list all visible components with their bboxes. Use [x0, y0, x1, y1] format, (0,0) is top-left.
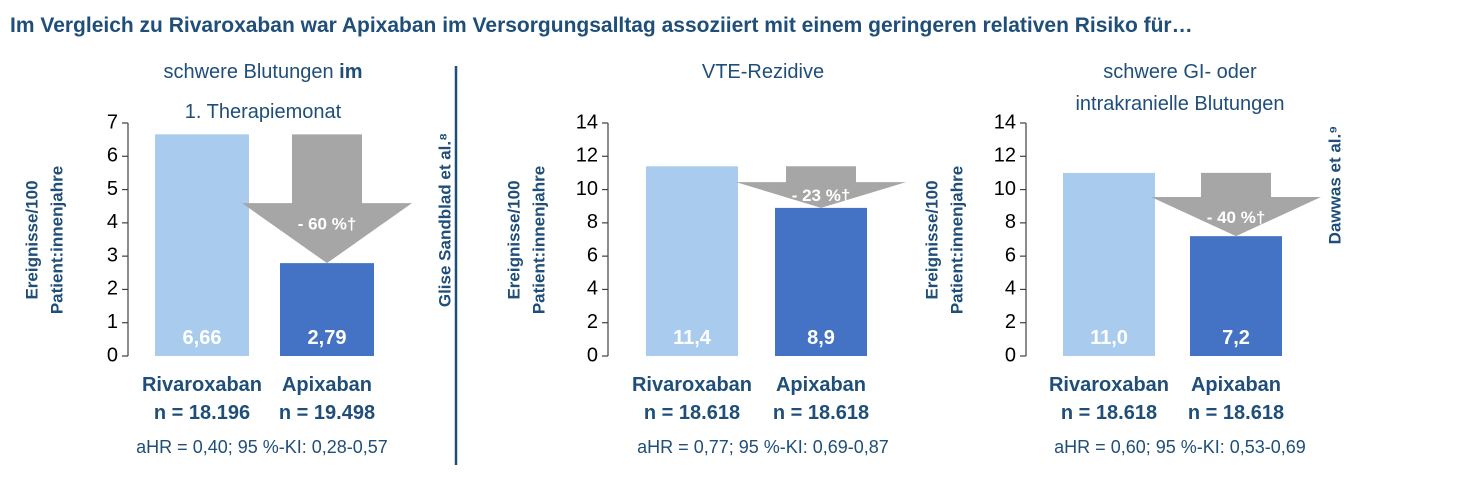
- headline: Im Vergleich zu Rivaroxaban war Apixaban…: [10, 14, 1193, 37]
- bar-value-label: 11,4: [673, 327, 712, 349]
- n-label: n = 18.618: [1061, 402, 1157, 424]
- chart-panel-1: schwere Blutungen im 1. Therapiemonat Erei…: [22, 61, 412, 457]
- y-tick-label: 12: [994, 145, 1016, 167]
- category-label: Apixaban: [1191, 374, 1281, 396]
- y-tick-label: 0: [107, 344, 118, 366]
- y-tick-label: 5: [107, 178, 118, 200]
- bar-rivaroxaban: [155, 134, 249, 356]
- y-axis-label-2: Patient:innenjahre: [529, 166, 548, 314]
- n-label: n = 18.618: [773, 402, 869, 424]
- y-tick-label: 2: [1005, 311, 1016, 333]
- y-tick-label: 14: [576, 111, 598, 133]
- chart-panel-3: schwere GI- oder intrakranielle Blutungen…: [922, 61, 1321, 457]
- y-tick-label: 6: [587, 244, 598, 266]
- bar-value-label: 7,2: [1222, 327, 1250, 349]
- chart-title: schwere GI- oder: [1103, 61, 1257, 83]
- y-axis-label-2: Patient:innenjahre: [947, 166, 966, 314]
- y-tick-label: 6: [107, 145, 118, 167]
- source-left: Glise Sandblad et al.⁸: [435, 133, 454, 307]
- category-label: Rivaroxaban: [632, 374, 752, 396]
- bar-apixaban: [775, 207, 867, 356]
- reduction-label: - 23 %†: [792, 186, 851, 205]
- bar-value-label: 2,79: [308, 327, 347, 349]
- y-tick-label: 6: [1005, 244, 1016, 266]
- chart-subtitle: intrakranielle Blutungen: [1075, 93, 1284, 115]
- y-tick-label: 8: [587, 211, 598, 233]
- n-label: n = 18.618: [1188, 402, 1284, 424]
- bar-rivaroxaban: [1063, 172, 1155, 356]
- y-tick-label: 1: [107, 311, 118, 333]
- bar-apixaban: [1190, 236, 1282, 356]
- reduction-label: - 60 %†: [298, 215, 357, 234]
- y-tick-label: 12: [576, 145, 598, 167]
- n-label: n = 18.196: [154, 402, 250, 424]
- y-tick-label: 2: [107, 278, 118, 300]
- reduction-arrow: [736, 166, 906, 208]
- category-label: Apixaban: [776, 374, 866, 396]
- y-tick-label: 4: [1005, 278, 1016, 300]
- category-label: Rivaroxaban: [142, 374, 262, 396]
- y-tick-label: 14: [994, 111, 1016, 133]
- chart-panel-2: VTE-Rezidive Ereignisse/100 Patient:innenj…: [504, 61, 906, 457]
- y-axis-label-2: Patient:innenjahre: [47, 166, 66, 314]
- y-axis-label: Ereignisse/100: [22, 180, 41, 299]
- y-tick-label: 10: [576, 178, 598, 200]
- bar-value-label: 11,0: [1090, 327, 1128, 349]
- y-axis-label: Ereignisse/100: [504, 180, 523, 299]
- y-tick-label: 4: [107, 211, 118, 233]
- y-tick-label: 2: [587, 311, 598, 333]
- n-label: n = 19.498: [279, 402, 375, 424]
- reduction-arrow: [1151, 172, 1321, 237]
- y-tick-label: 0: [587, 344, 598, 366]
- bar-value-label: 6,66: [183, 327, 222, 349]
- stat-label: aHR = 0,60; 95 %-KI: 0,53-0,69: [1054, 437, 1306, 457]
- bar-value-label: 8,9: [807, 327, 835, 349]
- y-tick-label: 10: [994, 178, 1016, 200]
- stat-label: aHR = 0,40; 95 %-KI: 0,28-0,57: [136, 437, 388, 457]
- y-tick-label: 3: [107, 244, 118, 266]
- y-tick-label: 0: [1005, 344, 1016, 366]
- category-label: Rivaroxaban: [1049, 374, 1169, 396]
- y-axis-label: Ereignisse/100: [922, 180, 941, 299]
- source-right: Dawwas et al.⁹: [1325, 126, 1344, 245]
- category-label: Apixaban: [282, 374, 372, 396]
- n-label: n = 18.618: [644, 402, 740, 424]
- stat-label: aHR = 0,77; 95 %-KI: 0,69-0,87: [637, 437, 889, 457]
- y-tick-label: 7: [107, 111, 118, 133]
- chart-subtitle: 1. Therapiemonat: [185, 101, 342, 123]
- y-tick-label: 8: [1005, 211, 1016, 233]
- chart-title: VTE-Rezidive: [702, 61, 824, 83]
- chart-title: schwere Blutungen im: [163, 61, 362, 83]
- bar-apixaban: [280, 263, 374, 356]
- y-tick-label: 4: [587, 278, 598, 300]
- reduction-arrow: [242, 134, 412, 264]
- bar-rivaroxaban: [646, 166, 738, 356]
- reduction-label: - 40 %†: [1207, 208, 1266, 227]
